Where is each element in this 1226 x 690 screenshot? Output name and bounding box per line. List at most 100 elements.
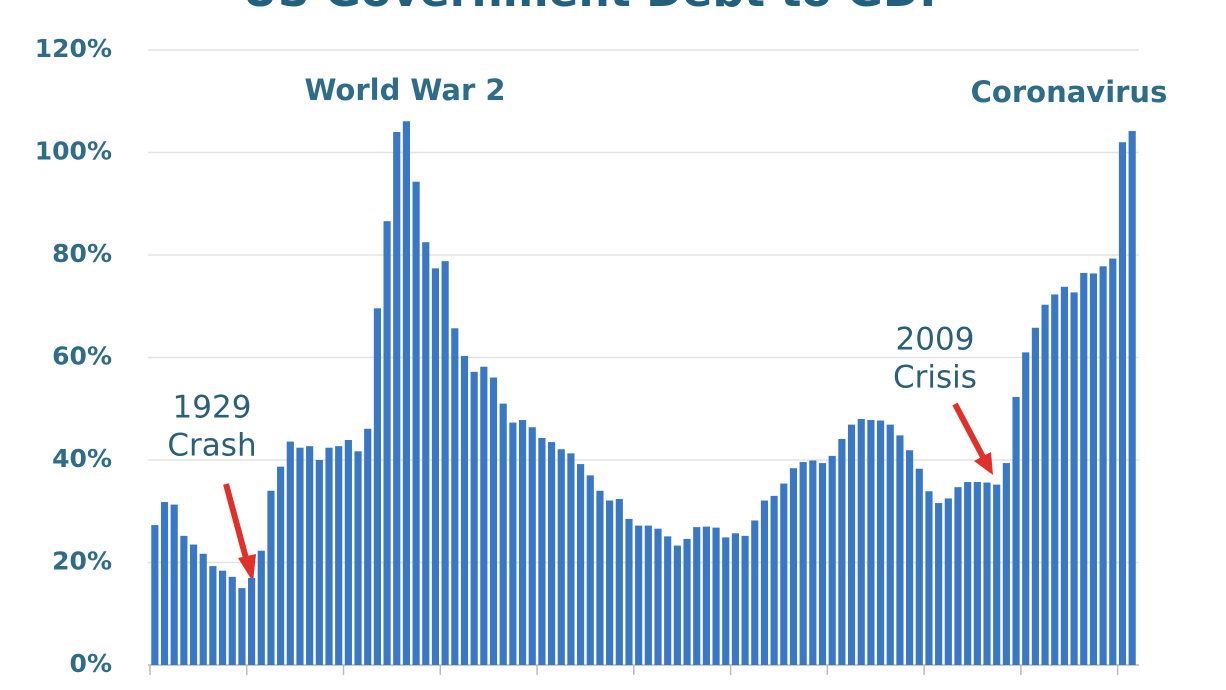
y-tick-label: 40% — [52, 444, 112, 473]
annotation: World War 2 — [304, 73, 505, 107]
annotation: Coronavirus — [971, 75, 1168, 109]
bar — [518, 420, 527, 665]
bar — [1022, 352, 1030, 665]
chart-title: US Government Debt to GDP — [242, 0, 952, 17]
bar — [431, 268, 440, 665]
bar — [306, 446, 314, 665]
bar — [557, 449, 565, 665]
bar — [847, 424, 856, 665]
bar — [257, 550, 265, 665]
bar — [547, 442, 556, 665]
bar — [973, 482, 981, 665]
bar — [1118, 142, 1127, 665]
bar — [335, 446, 343, 665]
bar — [876, 420, 885, 665]
bar — [393, 132, 401, 665]
bar — [228, 576, 236, 665]
bar — [664, 536, 672, 665]
bar — [915, 468, 923, 665]
bar — [460, 355, 469, 665]
bar — [1070, 292, 1078, 665]
bar — [209, 566, 217, 665]
bar — [480, 366, 488, 665]
bar — [760, 500, 769, 665]
bar — [1109, 258, 1117, 665]
bar — [189, 544, 198, 665]
arrow — [223, 483, 256, 582]
bar — [799, 462, 807, 665]
bar — [1041, 304, 1049, 665]
y-tick-label: 80% — [52, 239, 112, 268]
bar — [1128, 130, 1136, 666]
bar — [499, 403, 507, 665]
bar — [935, 503, 943, 665]
bar — [857, 419, 865, 665]
bar — [180, 535, 188, 665]
bar — [422, 242, 430, 665]
bar — [644, 525, 652, 665]
bar — [731, 533, 740, 665]
arrow — [952, 402, 993, 475]
bar — [751, 520, 759, 665]
bar — [1099, 266, 1107, 665]
bar — [1060, 286, 1069, 665]
bar — [625, 518, 633, 665]
bar — [238, 588, 246, 665]
annotation: 1929 — [173, 390, 252, 426]
bar — [373, 308, 381, 665]
bar — [586, 475, 594, 665]
bar — [606, 500, 614, 665]
bar — [993, 484, 1001, 665]
y-tick-label: 100% — [35, 137, 112, 166]
bar — [1012, 396, 1020, 665]
bar — [770, 495, 778, 665]
bar — [364, 428, 372, 665]
bar — [693, 527, 701, 665]
bar — [325, 447, 333, 665]
bar — [683, 538, 691, 665]
bar — [673, 545, 681, 665]
bar — [944, 498, 952, 665]
bar — [160, 502, 169, 665]
bar — [906, 450, 914, 665]
bar — [402, 121, 411, 666]
bar — [218, 570, 227, 665]
bar — [925, 491, 933, 665]
bar — [170, 504, 178, 665]
bar — [509, 422, 517, 665]
bar — [896, 435, 904, 665]
bar — [1051, 294, 1059, 665]
bar — [296, 447, 304, 665]
bar — [151, 525, 159, 665]
y-tick-label: 20% — [52, 547, 112, 576]
bar — [277, 466, 285, 665]
y-tick-label: 120% — [35, 34, 112, 63]
bar — [654, 528, 662, 665]
bar — [615, 498, 623, 665]
bar — [741, 535, 749, 665]
bar — [702, 526, 710, 665]
bar — [344, 440, 352, 665]
bar — [964, 482, 972, 665]
bar — [596, 490, 604, 665]
bar — [780, 483, 788, 665]
bar — [267, 490, 275, 665]
bar — [489, 377, 498, 665]
bar — [1031, 327, 1039, 665]
bar — [712, 527, 720, 665]
y-tick-label: 0% — [70, 649, 112, 678]
bar — [722, 537, 730, 665]
bar — [867, 420, 875, 665]
bar — [567, 453, 575, 665]
bar — [538, 437, 546, 665]
bar — [809, 460, 817, 665]
bar — [635, 525, 643, 665]
bar — [248, 577, 256, 665]
bar — [315, 460, 323, 665]
annotation: Crash — [167, 428, 256, 464]
bar — [383, 221, 391, 666]
y-tick-label: 60% — [52, 342, 112, 371]
bar — [528, 427, 536, 665]
bar — [1080, 272, 1088, 665]
